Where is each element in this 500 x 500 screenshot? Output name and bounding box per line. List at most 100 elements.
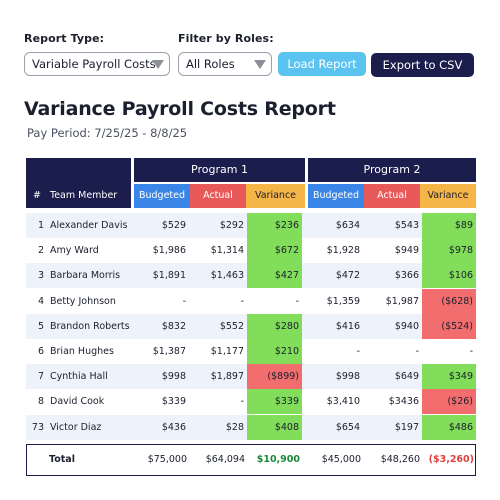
actual-2-cell: - <box>415 346 419 357</box>
variance-2-cell: ($26) <box>422 389 476 415</box>
table-row: 2 Amy Ward $1,986 $1,314 $672 $1,928 $949 $978 <box>26 238 476 264</box>
team-member-name: Cynthia Hall <box>50 371 108 383</box>
variance-1-cell: $408 <box>247 414 302 440</box>
variance-2-cell: $106 <box>422 263 476 289</box>
variance-1-cell: $236 <box>247 213 302 238</box>
program-1-label: Program 1 <box>191 163 248 176</box>
variance-1-cell: $672 <box>247 238 302 264</box>
pay-period: Pay Period: 7/25/25 - 8/8/25 <box>27 126 188 140</box>
row-number: 73 <box>31 421 44 433</box>
variance-2-cell: $486 <box>422 414 476 440</box>
team-member-name: David Cook <box>50 396 105 408</box>
table-row: 73 Victor Diaz $436 $28 $408 $654 $197 $486 <box>26 414 476 440</box>
total-budgeted-2: $45,000 <box>321 454 361 465</box>
actual-1-cell: $1,314 <box>210 245 244 257</box>
variance-1-cell: $339 <box>247 389 302 415</box>
col-header-variance-2: Variance <box>420 184 476 208</box>
table-row: 8 David Cook $339- $339 $3,410 $3436 ($26) <box>26 389 476 415</box>
actual-2-cell: $543 <box>394 220 419 231</box>
table-row: 1 Alexander Davis $529 $292 $236 $634 $543 $89 <box>26 213 476 238</box>
total-actual-1: $64,094 <box>205 454 245 465</box>
variance-2-cell: - <box>469 346 473 357</box>
actual-1-cell: $552 <box>219 320 244 332</box>
variance-2-cell: $978 <box>422 238 476 264</box>
program-2-label: Program 2 <box>363 163 421 176</box>
budgeted-1-cell: $1,387 <box>152 346 186 357</box>
row-number: 1 <box>37 220 44 231</box>
actual-2-cell: $649 <box>394 371 419 383</box>
team-member-name: Barbara Morris <box>50 270 121 282</box>
total-variance-2: ($3,260) <box>428 454 474 465</box>
row-number: 7 <box>37 371 44 383</box>
row-number: 3 <box>37 270 44 282</box>
budgeted-1-cell: $436 <box>161 421 186 433</box>
table-row: 7 Cynthia Hall $998 $1,897 ($899) $998 $649 $34… <box>26 364 476 390</box>
row-number: 8 <box>37 396 44 408</box>
variance-2-cell: ($628) <box>422 288 476 314</box>
row-number: 6 <box>37 346 44 357</box>
col-header-member: Team Member <box>50 184 130 208</box>
report-controls: Report Type: Variable Payroll Costs Filt… <box>24 32 484 80</box>
variance-2-cell: $349 <box>422 364 476 390</box>
row-number: 5 <box>37 320 44 332</box>
row-number: 4 <box>37 295 44 307</box>
budgeted-1-cell: $339 <box>161 396 186 408</box>
col-header-budgeted-1: Budgeted <box>134 184 190 208</box>
total-label: Total <box>49 454 75 465</box>
actual-2-cell: $940 <box>394 320 419 332</box>
actual-2-cell: $949 <box>394 245 419 257</box>
col-header-num: # <box>26 184 48 208</box>
table-row: 6 Brian Hughes $1,387 $1,177 $210 - - - <box>26 339 476 364</box>
team-member-name: Brian Hughes <box>50 346 114 357</box>
budgeted-1-cell: $832 <box>161 320 186 332</box>
actual-1-cell: $28 <box>225 421 244 433</box>
total-row: Total $75,000 $64,094 $10,900 $45,000 $4… <box>26 444 476 476</box>
variance-1-cell: $210 <box>247 339 302 364</box>
actual-2-cell: $3436 <box>388 396 419 408</box>
team-member-name: Betty Johnson <box>50 295 116 307</box>
table-row: 5 Brandon Roberts $832 $552 $280 $416 $940 ($52… <box>26 313 476 339</box>
budgeted-1-cell: $1,986 <box>152 245 186 257</box>
total-budgeted-1: $75,000 <box>147 454 187 465</box>
actual-2-cell: $197 <box>394 421 419 433</box>
actual-1-cell: - <box>240 295 244 307</box>
budgeted-1-cell: $1,891 <box>152 270 186 282</box>
export-csv-button[interactable]: Export to CSV <box>371 53 474 77</box>
budgeted-2-cell: - <box>356 346 360 357</box>
chevron-down-icon <box>152 60 164 69</box>
table-row: 3 Barbara Morris $1,891 $1,463 $427 $472 $366 $… <box>26 263 476 289</box>
budgeted-2-cell: $3,410 <box>326 396 360 408</box>
team-member-name: Victor Diaz <box>50 421 102 433</box>
team-member-name: Alexander Davis <box>50 220 128 231</box>
actual-1-cell: $1,177 <box>210 346 244 357</box>
budgeted-2-cell: $1,928 <box>326 245 360 257</box>
report-type-select[interactable]: Variable Payroll Costs <box>24 52 170 76</box>
col-header-variance-1: Variance <box>246 184 305 208</box>
roles-filter-label: Filter by Roles: <box>178 32 274 45</box>
actual-1-cell: $292 <box>219 220 244 231</box>
roles-filter-value: All Roles <box>186 57 235 71</box>
variance-2-cell: ($524) <box>422 313 476 339</box>
variance-2-cell: $89 <box>422 213 476 238</box>
row-number: 2 <box>37 245 44 257</box>
budgeted-1-cell: $998 <box>161 371 186 383</box>
table-row: 4 Betty Johnson - - - $1,359 $1,987 ($628) <box>26 288 476 314</box>
budgeted-1-cell: $529 <box>161 220 186 231</box>
load-report-button[interactable]: Load Report <box>278 52 366 76</box>
budgeted-2-cell: $472 <box>335 270 360 282</box>
team-member-name: Amy Ward <box>50 245 99 257</box>
report-type-value: Variable Payroll Costs <box>32 57 156 71</box>
payroll-table: Program 1 Program 2 # Team Member Budget… <box>26 158 476 478</box>
program-2-header <box>308 158 476 182</box>
col-header-budgeted-2: Budgeted <box>308 184 364 208</box>
actual-2-cell: $366 <box>394 270 419 282</box>
report-type-label: Report Type: <box>24 32 105 45</box>
variance-1-cell: - <box>295 295 299 307</box>
roles-filter-select[interactable]: All Roles <box>178 52 272 76</box>
total-actual-2: $48,260 <box>380 454 420 465</box>
col-header-actual-2: Actual <box>364 184 420 208</box>
total-variance-1: $10,900 <box>256 454 300 465</box>
variance-1-cell: $427 <box>247 263 302 289</box>
variance-1-cell: ($899) <box>247 364 302 390</box>
actual-1-cell: - <box>240 396 244 408</box>
